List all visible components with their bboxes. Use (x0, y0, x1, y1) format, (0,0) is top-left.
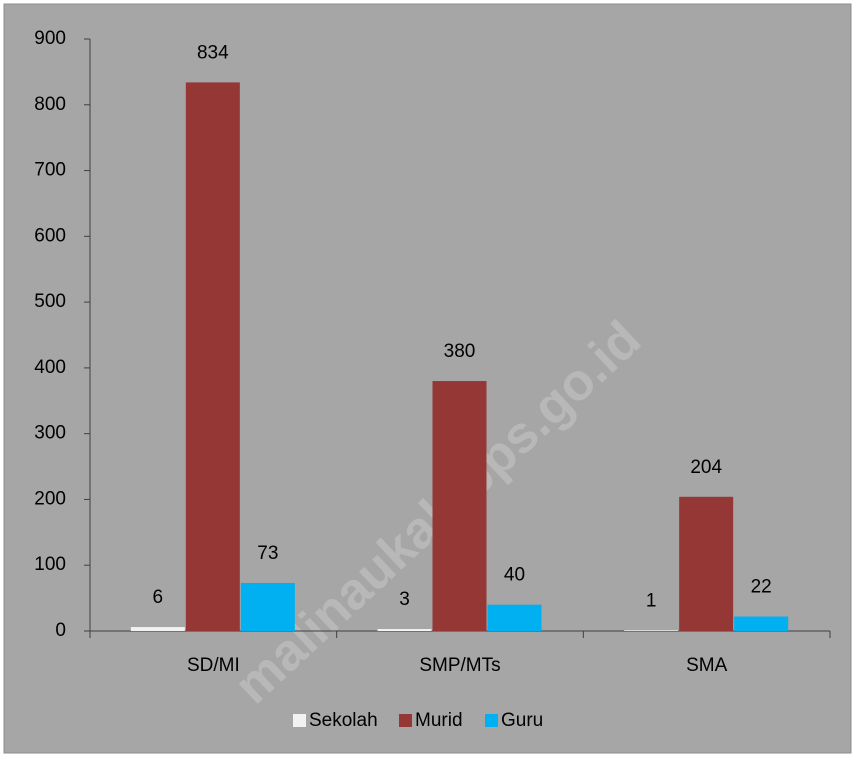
y-tick-label: 200 (34, 488, 66, 509)
y-tick-label: 300 (34, 423, 66, 444)
y-tick-label: 0 (55, 620, 66, 641)
chart-background (3, 3, 852, 754)
data-label: 40 (504, 565, 525, 586)
data-label: 22 (751, 577, 772, 598)
legend-label: Sekolah (309, 710, 378, 731)
bar (130, 627, 185, 631)
bar (185, 82, 240, 631)
data-label: 1 (646, 590, 657, 611)
y-tick-label: 400 (34, 357, 66, 378)
bar (679, 496, 734, 631)
bar (432, 381, 487, 631)
legend-swatch (399, 714, 412, 727)
bar (624, 630, 679, 631)
data-label: 380 (444, 341, 476, 362)
bar (377, 629, 432, 631)
legend-swatch (485, 714, 498, 727)
y-tick-label: 500 (34, 291, 66, 312)
data-label: 73 (257, 543, 278, 564)
data-label: 834 (197, 42, 229, 63)
legend-label: Murid (415, 710, 463, 731)
y-tick-label: 800 (34, 94, 66, 115)
x-tick-label: SD/MI (187, 655, 240, 676)
x-tick-label: SMA (686, 655, 728, 676)
bar (240, 582, 295, 631)
y-tick-label: 600 (34, 225, 66, 246)
bar (487, 604, 542, 631)
data-label: 204 (690, 457, 722, 478)
bar (734, 616, 789, 631)
legend-swatch (293, 714, 306, 727)
data-label: 6 (153, 587, 164, 608)
y-tick-label: 100 (34, 554, 66, 575)
data-label: 3 (399, 589, 410, 610)
legend-label: Guru (501, 710, 543, 731)
y-tick-label: 700 (34, 160, 66, 181)
x-tick-label: SMP/MTs (419, 655, 500, 676)
y-tick-label: 900 (34, 28, 66, 49)
